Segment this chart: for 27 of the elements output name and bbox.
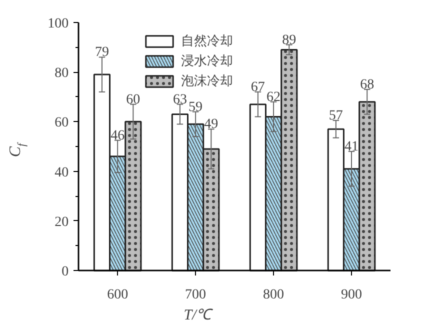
data-label: 57 — [328, 108, 343, 124]
legend-label: 自然冷却 — [181, 32, 233, 50]
y-tick-label: 40 — [54, 165, 69, 180]
x-tick-label: 900 — [341, 288, 362, 302]
x-tick-label: 600 — [107, 288, 128, 302]
data-label: 68 — [360, 77, 374, 92]
y-tick-label: 60 — [54, 116, 69, 131]
data-label: 59 — [188, 100, 203, 115]
data-label: 67 — [250, 80, 265, 95]
y-tick-label: 100 — [48, 16, 69, 32]
legend-label: 浸水冷却 — [181, 52, 233, 70]
y-axis-title: Cf — [6, 142, 28, 158]
x-tick-label: 700 — [185, 288, 206, 302]
data-label: 49 — [204, 117, 218, 132]
data-label: 41 — [344, 139, 359, 154]
legend-label: 泡沫冷却 — [181, 72, 233, 90]
x-axis-title: T/℃ — [184, 308, 214, 324]
data-label: 79 — [94, 45, 109, 60]
data-label: 46 — [110, 128, 125, 144]
y-tick-label: 0 — [62, 264, 69, 280]
data-label: 89 — [282, 32, 296, 48]
x-tick-label: 800 — [263, 288, 284, 302]
data-label: 60 — [126, 92, 140, 108]
y-tick-label: 20 — [54, 214, 69, 230]
y-tick-label: 80 — [54, 66, 69, 82]
data-label: 62 — [266, 90, 281, 105]
data-label: 63 — [172, 92, 187, 108]
